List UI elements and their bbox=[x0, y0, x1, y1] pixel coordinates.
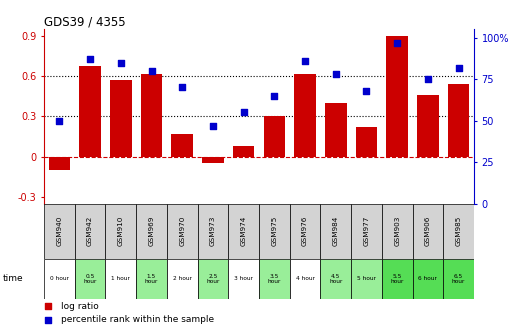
Bar bbox=[325, 103, 347, 157]
Text: time: time bbox=[3, 274, 23, 283]
Bar bbox=[167, 203, 197, 259]
Text: GSM940: GSM940 bbox=[56, 216, 62, 247]
Bar bbox=[136, 259, 167, 299]
Bar bbox=[290, 259, 321, 299]
Bar bbox=[382, 203, 412, 259]
Bar bbox=[106, 203, 136, 259]
Point bbox=[55, 118, 64, 123]
Bar bbox=[202, 157, 224, 164]
Text: GSM975: GSM975 bbox=[271, 216, 277, 247]
Text: 2.5
hour: 2.5 hour bbox=[206, 273, 220, 284]
Point bbox=[239, 110, 248, 115]
Bar bbox=[356, 127, 377, 157]
Text: GSM984: GSM984 bbox=[333, 216, 339, 247]
Point bbox=[44, 317, 52, 322]
Bar bbox=[412, 203, 443, 259]
Point bbox=[86, 57, 94, 62]
Text: GSM903: GSM903 bbox=[394, 216, 400, 247]
Point bbox=[301, 58, 309, 63]
Text: GSM906: GSM906 bbox=[425, 216, 431, 247]
Bar bbox=[294, 74, 316, 157]
Bar bbox=[79, 66, 101, 157]
Text: GSM910: GSM910 bbox=[118, 216, 124, 247]
Bar bbox=[386, 36, 408, 157]
Bar bbox=[136, 203, 167, 259]
Text: 0.5
hour: 0.5 hour bbox=[83, 273, 97, 284]
Bar bbox=[443, 259, 474, 299]
Text: log ratio: log ratio bbox=[61, 302, 99, 311]
Bar bbox=[49, 157, 70, 170]
Bar bbox=[382, 259, 412, 299]
Text: GSM942: GSM942 bbox=[87, 216, 93, 247]
Text: 4.5
hour: 4.5 hour bbox=[329, 273, 342, 284]
Bar bbox=[264, 116, 285, 157]
Bar bbox=[75, 259, 106, 299]
Text: 5 hour: 5 hour bbox=[357, 276, 376, 281]
Point bbox=[178, 85, 186, 90]
Text: 3 hour: 3 hour bbox=[234, 276, 253, 281]
Bar bbox=[290, 203, 321, 259]
Bar bbox=[321, 203, 351, 259]
Text: 6 hour: 6 hour bbox=[419, 276, 437, 281]
Text: GDS39 / 4355: GDS39 / 4355 bbox=[44, 15, 126, 28]
Point bbox=[332, 72, 340, 77]
Bar bbox=[75, 203, 106, 259]
Text: GSM973: GSM973 bbox=[210, 216, 216, 247]
Text: GSM977: GSM977 bbox=[364, 216, 369, 247]
Bar bbox=[351, 203, 382, 259]
Text: GSM974: GSM974 bbox=[241, 216, 247, 247]
Bar bbox=[417, 95, 439, 157]
Bar bbox=[110, 80, 132, 157]
Text: 4 hour: 4 hour bbox=[296, 276, 314, 281]
Text: 0 hour: 0 hour bbox=[50, 276, 69, 281]
Bar bbox=[141, 74, 162, 157]
Bar bbox=[106, 259, 136, 299]
Text: percentile rank within the sample: percentile rank within the sample bbox=[61, 315, 214, 324]
Point bbox=[209, 123, 217, 128]
Text: GSM985: GSM985 bbox=[456, 216, 462, 247]
Point bbox=[363, 88, 371, 94]
Bar bbox=[233, 146, 254, 157]
Point bbox=[44, 304, 52, 309]
Text: GSM969: GSM969 bbox=[149, 216, 154, 247]
Point bbox=[147, 68, 155, 74]
Bar bbox=[171, 134, 193, 157]
Bar bbox=[412, 259, 443, 299]
Bar bbox=[259, 259, 290, 299]
Bar bbox=[44, 259, 75, 299]
Bar bbox=[321, 259, 351, 299]
Point bbox=[454, 65, 463, 70]
Bar bbox=[197, 203, 228, 259]
Bar bbox=[228, 203, 259, 259]
Text: 2 hour: 2 hour bbox=[172, 276, 192, 281]
Bar bbox=[448, 84, 469, 157]
Text: 6.5
hour: 6.5 hour bbox=[452, 273, 465, 284]
Text: 1 hour: 1 hour bbox=[111, 276, 130, 281]
Bar bbox=[44, 203, 75, 259]
Text: 1.5
hour: 1.5 hour bbox=[145, 273, 158, 284]
Bar bbox=[167, 259, 197, 299]
Text: GSM976: GSM976 bbox=[302, 216, 308, 247]
Point bbox=[117, 60, 125, 65]
Bar bbox=[259, 203, 290, 259]
Point bbox=[424, 77, 432, 82]
Text: 3.5
hour: 3.5 hour bbox=[268, 273, 281, 284]
Bar bbox=[197, 259, 228, 299]
Point bbox=[270, 93, 279, 98]
Point bbox=[393, 40, 401, 45]
Text: GSM970: GSM970 bbox=[179, 216, 185, 247]
Text: 5.5
hour: 5.5 hour bbox=[391, 273, 404, 284]
Bar bbox=[443, 203, 474, 259]
Bar bbox=[351, 259, 382, 299]
Bar bbox=[228, 259, 259, 299]
